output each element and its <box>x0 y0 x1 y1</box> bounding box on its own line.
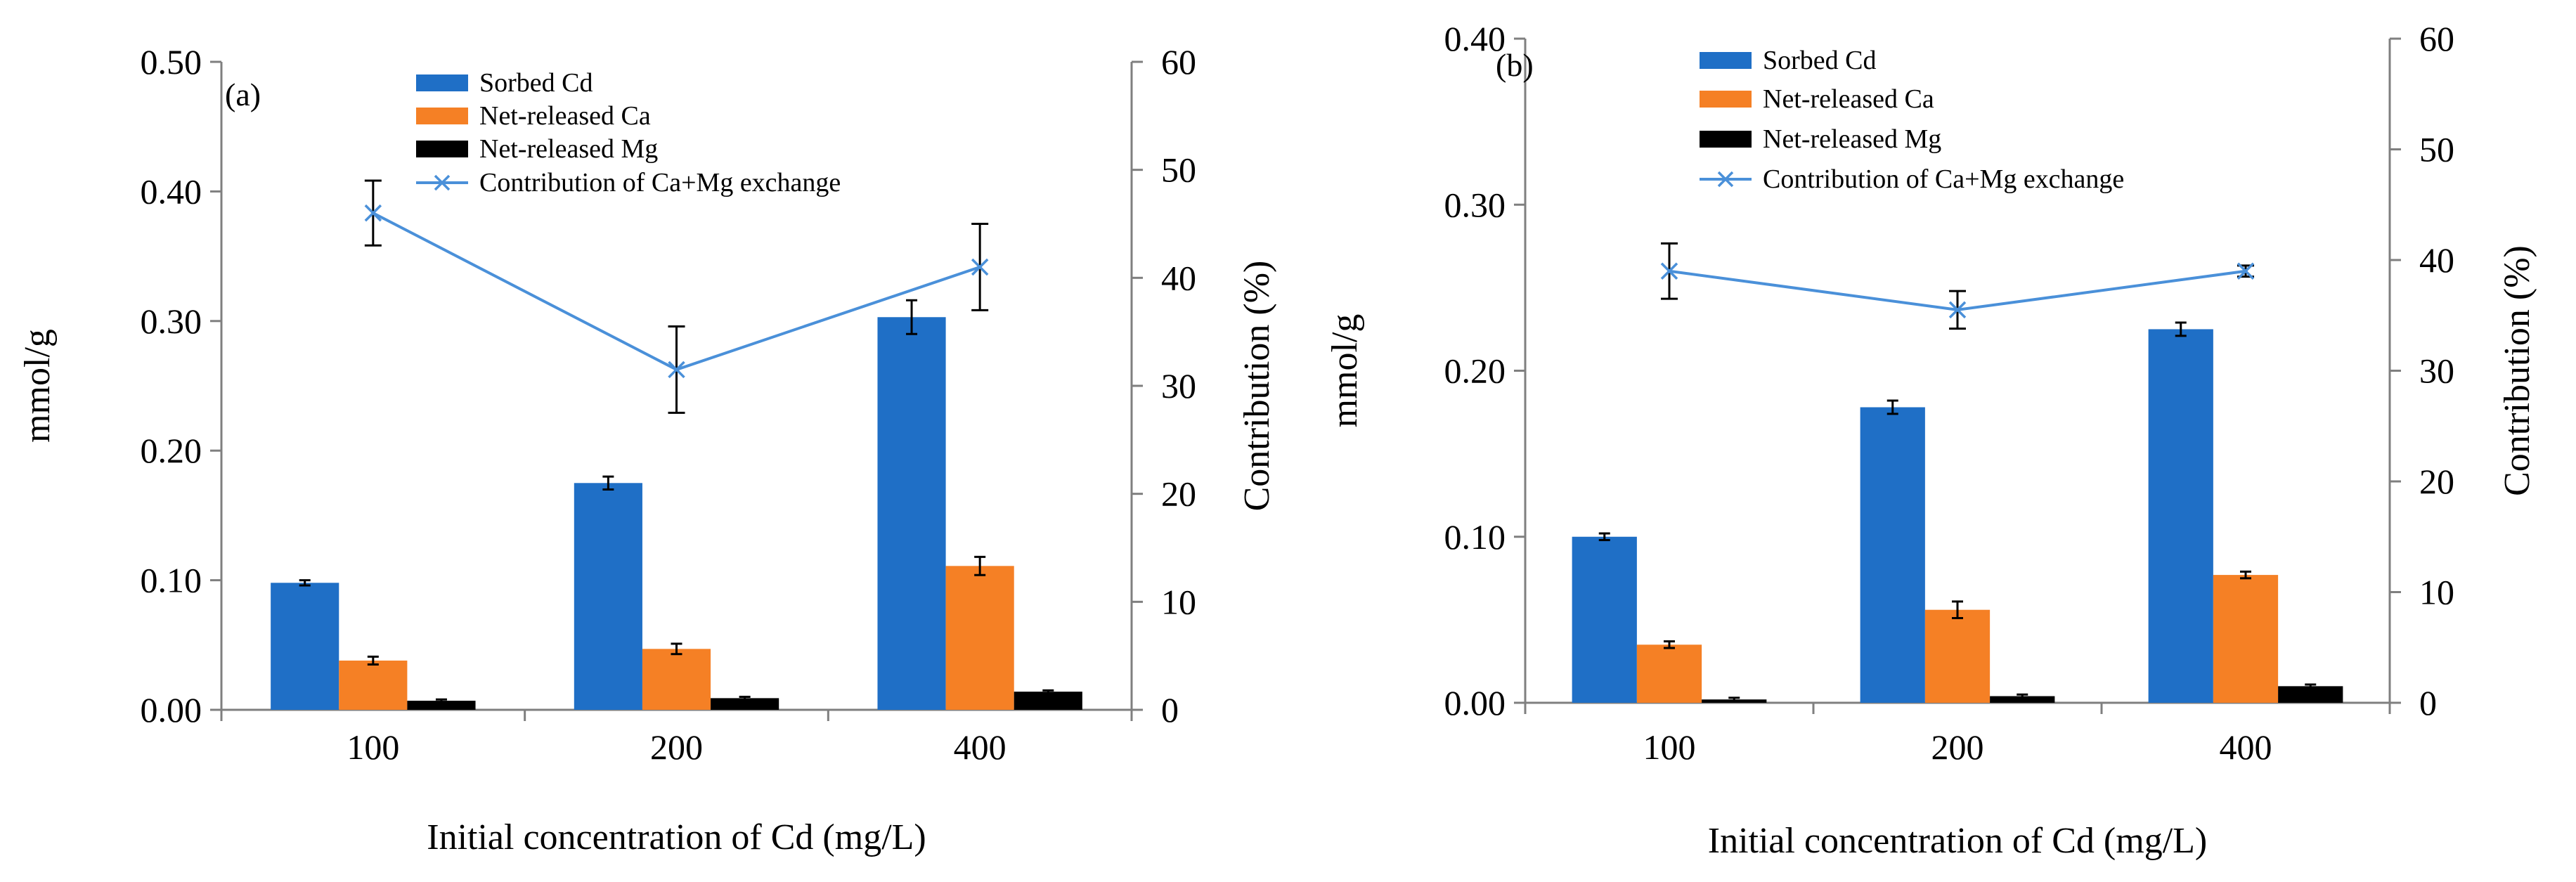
contribution-point-marker <box>364 204 382 222</box>
contribution-point-marker <box>971 258 989 276</box>
y2-tick-label: 60 <box>1161 42 1196 82</box>
y2-tick-label: 30 <box>2419 351 2454 391</box>
legend-label: Sorbed Cd <box>479 68 593 98</box>
y2-tick-label: 20 <box>1161 474 1196 514</box>
legend-swatch <box>416 74 468 91</box>
legend-swatch <box>416 108 468 124</box>
contribution-point-marker <box>668 361 685 379</box>
y2-tick-label: 10 <box>2419 573 2454 612</box>
bar-net-released-mg-100 <box>407 701 476 710</box>
bar-net-released-ca-100 <box>339 660 408 710</box>
y-tick-label: 0.20 <box>141 431 202 470</box>
y-tick-label: 0.10 <box>1444 517 1506 557</box>
y2-axis-title: Contribution (%) <box>2497 245 2537 496</box>
bar-net-released-mg-400 <box>2278 686 2343 703</box>
legend: Sorbed Cd Net-released Ca Net-released Mg C… <box>1700 46 2124 194</box>
bar-net-released-ca-400 <box>945 566 1014 710</box>
x-axis-title: Initial concentration of Cd (mg/L) <box>1708 821 2207 861</box>
bar-net-released-mg-200 <box>1990 696 2055 703</box>
y2-tick-label: 30 <box>1161 366 1196 406</box>
panel-label: (a) <box>225 77 261 112</box>
bar-sorbed-cd-400 <box>877 317 946 710</box>
x-marker-stroke <box>668 361 685 379</box>
y-tick-label: 0.00 <box>141 690 202 729</box>
y2-tick-label: 0 <box>2419 683 2437 722</box>
bar-net-released-ca-200 <box>1924 609 1991 703</box>
y2-axis-title: Contribution (%) <box>1237 261 1277 512</box>
y-axis-title: mmol/g <box>18 329 58 443</box>
y-tick-label: 0.30 <box>1444 185 1506 224</box>
bar-net-released-ca-400 <box>2213 575 2279 703</box>
legend-label: Contribution of Ca+Mg exchange <box>479 168 841 197</box>
x-tick-label: 200 <box>1931 727 1984 767</box>
bar-net-released-ca-200 <box>642 649 711 710</box>
x-marker-stroke <box>364 204 382 222</box>
y2-tick-label: 50 <box>1161 150 1196 190</box>
x-tick-label: 100 <box>1643 727 1696 767</box>
y2-tick-label: 60 <box>2419 19 2454 58</box>
legend-x-marker <box>1717 171 1734 188</box>
legend-label: Net-released Ca <box>1763 84 1934 114</box>
y-tick-label: 0.30 <box>141 301 202 341</box>
legend-swatch <box>1700 131 1752 148</box>
legend-x-marker <box>434 174 451 191</box>
y-tick-label: 0.40 <box>141 171 202 211</box>
y-axis-title: mmol/g <box>1325 314 1365 428</box>
x-marker-stroke <box>1660 262 1678 280</box>
bar-net-released-mg-400 <box>1014 692 1082 710</box>
x-tick-label: 200 <box>650 727 703 767</box>
legend-swatch <box>1700 52 1752 69</box>
x-marker-stroke <box>1948 301 1967 319</box>
y-tick-label: 0.40 <box>1444 19 1506 58</box>
x-marker-stroke <box>971 258 989 276</box>
legend-swatch <box>416 141 468 157</box>
chart-panel-a: 0.00 0.10 0.20 0.30 0.40 0.50 0 10 20 30 40 50 60 100… <box>18 42 1277 857</box>
y2-tick-label: 40 <box>1161 258 1196 297</box>
legend-label: Contribution of Ca+Mg exchange <box>1763 164 2124 194</box>
x-axis-title: Initial concentration of Cd (mg/L) <box>427 817 926 857</box>
y-tick-label: 0.10 <box>141 561 202 600</box>
x-tick-label: 400 <box>954 727 1007 767</box>
bar-sorbed-cd-100 <box>1572 536 1637 703</box>
bar-sorbed-cd-200 <box>1860 407 1925 703</box>
legend-label: Net-released Mg <box>479 134 658 164</box>
x-marker-stroke <box>2237 262 2255 280</box>
legend-label: Sorbed Cd <box>1763 46 1877 75</box>
legend-label: Net-released Mg <box>1763 124 1941 154</box>
y-tick-label: 0.00 <box>1444 683 1506 722</box>
y2-tick-label: 20 <box>2419 462 2454 501</box>
y2-tick-label: 10 <box>1161 582 1196 621</box>
bar-net-released-ca-100 <box>1636 644 1702 703</box>
x-tick-label: 100 <box>347 727 399 767</box>
chart-panel-b: 0.00 0.10 0.20 0.30 0.40 0 10 20 30 40 50 60 100 200 4… <box>1325 19 2537 861</box>
panel-label: (b) <box>1496 47 1534 83</box>
y2-tick-label: 50 <box>2419 130 2454 169</box>
bar-sorbed-cd-400 <box>2148 329 2213 703</box>
bar-sorbed-cd-200 <box>574 483 642 710</box>
y-tick-label: 0.50 <box>141 42 202 82</box>
legend-label: Net-released Ca <box>479 101 651 131</box>
bar-sorbed-cd-100 <box>271 583 339 710</box>
contribution-point-marker <box>1948 301 1967 319</box>
contribution-point-marker <box>2237 262 2255 280</box>
y2-tick-label: 40 <box>2419 240 2454 280</box>
legend-swatch <box>1700 91 1752 108</box>
x-tick-label: 400 <box>2220 727 2272 767</box>
contribution-point-marker <box>1660 262 1678 280</box>
y-tick-label: 0.20 <box>1444 351 1506 391</box>
bar-net-released-mg-200 <box>711 698 779 710</box>
y2-tick-label: 0 <box>1161 690 1179 729</box>
